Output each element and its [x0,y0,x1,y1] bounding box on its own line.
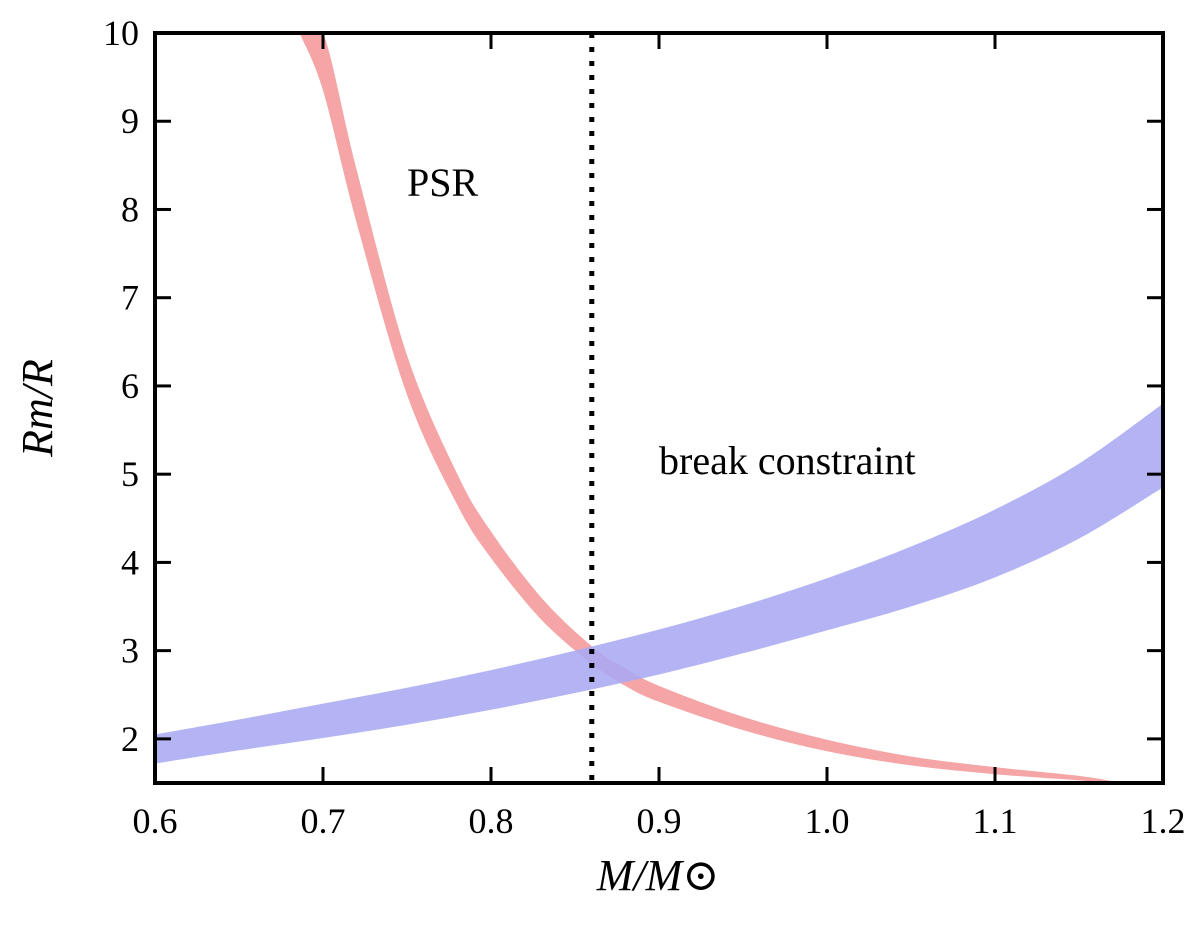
y-tick-label: 3 [121,631,139,671]
y-tick-label: 2 [121,719,139,759]
y-axis-label: Rm/R [13,359,62,458]
y-tick-label: 8 [121,189,139,229]
tick-labels-layer: 0.6 0.7 0.8 0.9 1.0 1.1 1.2 2 3 4 5 6 7 8 9 10 [103,13,1186,841]
x-tick-label: 0.8 [469,801,514,841]
annotations-layer: PSR break constraint [407,160,916,483]
x-tick-label: 1.1 [973,801,1018,841]
y-tick-label: 7 [121,278,139,318]
x-tick-label: 1.0 [805,801,850,841]
y-tick-label: 5 [121,454,139,494]
annotation-break-constraint: break constraint [659,438,916,483]
ticks-layer [153,31,1165,783]
y-tick-label: 9 [121,101,139,141]
band-break-constraint [155,403,1163,764]
x-tick-label: 1.2 [1141,801,1186,841]
band-psr [299,33,1113,783]
y-tick-label: 4 [121,542,139,582]
y-tick-label: 10 [103,13,139,53]
y-tick-label: 6 [121,366,139,406]
x-tick-label: 0.7 [301,801,346,841]
annotation-psr: PSR [407,160,478,205]
x-tick-label: 0.9 [637,801,682,841]
bands-layer [155,33,1163,783]
x-axis-label: M/M⊙ [596,851,719,900]
x-tick-label: 0.6 [133,801,178,841]
